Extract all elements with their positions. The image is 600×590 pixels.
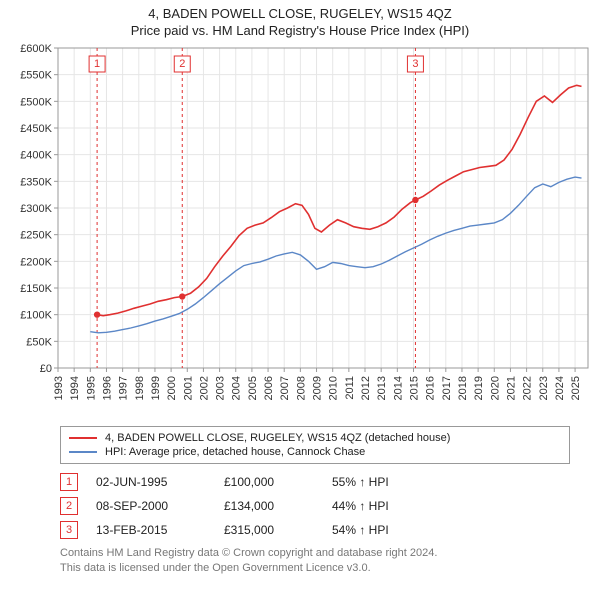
event-price: £315,000 xyxy=(224,523,314,537)
svg-text:1997: 1997 xyxy=(118,376,130,400)
svg-text:£350K: £350K xyxy=(20,176,52,188)
chart-titles: 4, BADEN POWELL CLOSE, RUGELEY, WS15 4QZ… xyxy=(0,0,600,40)
svg-text:1996: 1996 xyxy=(101,376,113,400)
svg-text:2: 2 xyxy=(179,58,185,70)
event-price: £100,000 xyxy=(224,475,314,489)
attribution-line-2: This data is licensed under the Open Gov… xyxy=(60,561,570,576)
svg-text:£550K: £550K xyxy=(20,70,52,82)
svg-text:2025: 2025 xyxy=(570,376,582,400)
event-table: 1 02-JUN-1995 £100,000 55% ↑ HPI 2 08-SEP-200… xyxy=(60,470,570,542)
title-main: 4, BADEN POWELL CLOSE, RUGELEY, WS15 4QZ xyxy=(4,6,596,21)
svg-text:£50K: £50K xyxy=(26,336,52,348)
svg-text:2003: 2003 xyxy=(215,376,227,400)
svg-text:2005: 2005 xyxy=(247,376,259,400)
legend-row: HPI: Average price, detached house, Cann… xyxy=(69,445,561,459)
title-sub: Price paid vs. HM Land Registry's House … xyxy=(4,23,596,38)
event-row: 2 08-SEP-2000 £134,000 44% ↑ HPI xyxy=(60,494,570,518)
svg-text:2001: 2001 xyxy=(182,376,194,400)
event-date: 02-JUN-1995 xyxy=(96,475,206,489)
svg-text:2017: 2017 xyxy=(441,376,453,400)
svg-text:2024: 2024 xyxy=(554,376,566,400)
svg-text:1998: 1998 xyxy=(134,376,146,400)
svg-text:2008: 2008 xyxy=(295,376,307,400)
event-date: 08-SEP-2000 xyxy=(96,499,206,513)
svg-text:2006: 2006 xyxy=(263,376,275,400)
legend: 4, BADEN POWELL CLOSE, RUGELEY, WS15 4QZ… xyxy=(60,426,570,464)
attribution: Contains HM Land Registry data © Crown c… xyxy=(60,546,570,576)
legend-label: HPI: Average price, detached house, Cann… xyxy=(105,446,365,458)
line-chart: £0 £50K £100K £150K £200K £250K £300K £350K £400… xyxy=(0,40,600,420)
svg-text:2000: 2000 xyxy=(166,376,178,400)
svg-text:£300K: £300K xyxy=(20,203,52,215)
event-pct: 54% ↑ HPI xyxy=(332,523,389,537)
svg-text:£250K: £250K xyxy=(20,230,52,242)
legend-swatch xyxy=(69,437,97,439)
svg-text:2012: 2012 xyxy=(360,376,372,400)
svg-text:2022: 2022 xyxy=(522,376,534,400)
svg-text:3: 3 xyxy=(412,58,418,70)
svg-text:£200K: £200K xyxy=(20,256,52,268)
svg-text:2007: 2007 xyxy=(279,376,291,400)
svg-text:£400K: £400K xyxy=(20,150,52,162)
svg-text:2009: 2009 xyxy=(312,376,324,400)
legend-swatch xyxy=(69,451,97,453)
event-pct: 55% ↑ HPI xyxy=(332,475,389,489)
event-number: 3 xyxy=(60,521,78,539)
svg-text:2016: 2016 xyxy=(425,376,437,400)
svg-text:£500K: £500K xyxy=(20,96,52,108)
legend-row: 4, BADEN POWELL CLOSE, RUGELEY, WS15 4QZ… xyxy=(69,431,561,445)
svg-text:2018: 2018 xyxy=(457,376,469,400)
svg-text:1993: 1993 xyxy=(53,376,65,400)
svg-text:2014: 2014 xyxy=(392,376,404,400)
event-date: 13-FEB-2015 xyxy=(96,523,206,537)
event-price: £134,000 xyxy=(224,499,314,513)
svg-text:£150K: £150K xyxy=(20,283,52,295)
svg-text:£0: £0 xyxy=(40,363,52,375)
svg-text:£100K: £100K xyxy=(20,310,52,322)
svg-text:2011: 2011 xyxy=(344,376,356,400)
chart-area: £0 £50K £100K £150K £200K £250K £300K £350K £400… xyxy=(0,40,600,420)
svg-text:£450K: £450K xyxy=(20,123,52,135)
svg-text:1: 1 xyxy=(94,58,100,70)
svg-text:2015: 2015 xyxy=(408,376,420,400)
legend-label: 4, BADEN POWELL CLOSE, RUGELEY, WS15 4QZ… xyxy=(105,432,450,444)
event-row: 3 13-FEB-2015 £315,000 54% ↑ HPI xyxy=(60,518,570,542)
svg-text:2023: 2023 xyxy=(538,376,550,400)
event-number: 2 xyxy=(60,497,78,515)
svg-text:1995: 1995 xyxy=(85,376,97,400)
attribution-line-1: Contains HM Land Registry data © Crown c… xyxy=(60,546,570,561)
svg-text:1994: 1994 xyxy=(69,376,81,400)
event-number: 1 xyxy=(60,473,78,491)
svg-text:£600K: £600K xyxy=(20,43,52,55)
svg-text:1999: 1999 xyxy=(150,376,162,400)
svg-text:2010: 2010 xyxy=(328,376,340,400)
svg-text:2021: 2021 xyxy=(505,376,517,400)
event-row: 1 02-JUN-1995 £100,000 55% ↑ HPI xyxy=(60,470,570,494)
svg-text:2013: 2013 xyxy=(376,376,388,400)
svg-text:2019: 2019 xyxy=(473,376,485,400)
svg-text:2020: 2020 xyxy=(489,376,501,400)
svg-text:2002: 2002 xyxy=(198,376,210,400)
svg-text:2004: 2004 xyxy=(231,376,243,400)
event-pct: 44% ↑ HPI xyxy=(332,499,389,513)
